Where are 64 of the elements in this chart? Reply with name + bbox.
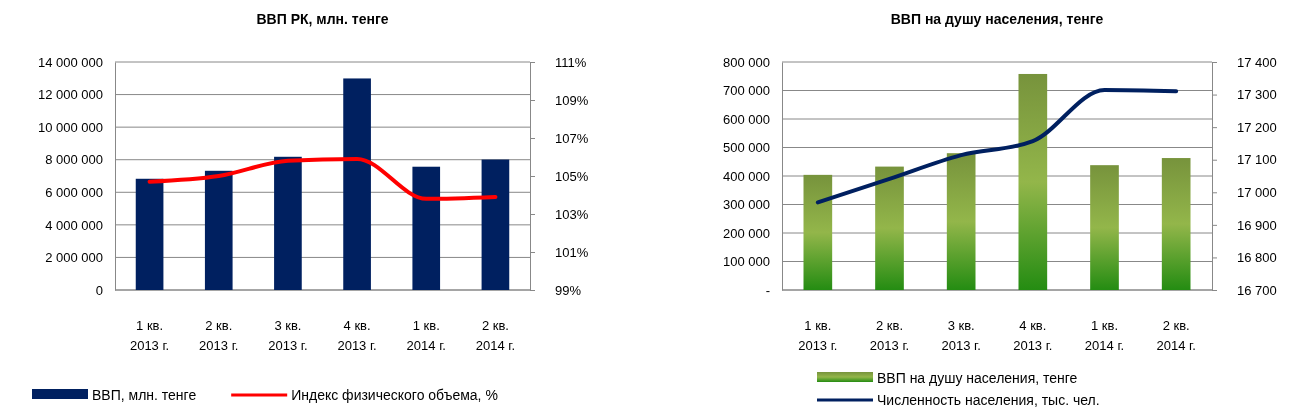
y2-tick-label: 16 900 xyxy=(1237,217,1277,233)
y-tick-label: 12 000 000 xyxy=(37,87,103,103)
y-tick-label: 300 000 xyxy=(723,197,770,213)
y2-tick-label: 107% xyxy=(555,130,589,146)
bar xyxy=(343,78,371,290)
y2-tick-label: 17 400 xyxy=(1237,54,1277,70)
x-tick-label: 2 кв. 2013 г. xyxy=(869,318,910,353)
y2-tick-label: 17 300 xyxy=(1237,87,1277,103)
y2-tick-label: 99% xyxy=(555,282,582,298)
bar xyxy=(274,156,302,290)
y2-tick-label: 109% xyxy=(555,92,589,108)
line-series xyxy=(815,88,1179,205)
x-tick-label: 1 кв. 2014 г. xyxy=(1084,318,1125,353)
y-tick-label: 800 000 xyxy=(723,54,770,70)
y2-tick-label: 17 100 xyxy=(1237,152,1277,168)
bar xyxy=(875,166,904,290)
y-tick-label: 14 000 000 xyxy=(37,54,103,70)
bar xyxy=(481,159,510,290)
bar xyxy=(204,170,233,290)
bar xyxy=(946,153,976,290)
y-tick-label: 2 000 000 xyxy=(45,250,103,266)
y2-tick-label: 17 000 xyxy=(1237,184,1277,200)
legend-label: ВВП, млн. тенге xyxy=(92,387,197,403)
x-tick-label: 3 кв. 2013 г. xyxy=(941,318,981,353)
legend-label: Численность населения, тыс. чел. xyxy=(877,392,1100,408)
x-tick-label: 2 кв. 2013 г. xyxy=(199,318,239,353)
chart-title: ВВП РК, млн. тенге xyxy=(256,11,389,27)
bar xyxy=(412,166,441,290)
line-series xyxy=(147,156,498,201)
y-tick-label: 8 000 000 xyxy=(45,152,103,168)
y2-tick-label: 101% xyxy=(555,244,589,260)
y2-tick-label: 17 200 xyxy=(1237,119,1277,135)
y2-tick-label: 105% xyxy=(555,168,589,184)
y-tick-label: 6 000 000 xyxy=(45,184,103,200)
y-tick-label: 200 000 xyxy=(723,225,770,241)
x-tick-label: 3 кв. 2013 г. xyxy=(268,318,308,353)
y2-tick-label: 16 700 xyxy=(1237,282,1277,298)
y2-tick-label: 111% xyxy=(555,54,587,70)
y2-tick-label: 16 800 xyxy=(1237,250,1277,266)
x-tick-label: 4 кв. 2013 г. xyxy=(1013,318,1053,353)
y-tick-label: 700 000 xyxy=(723,83,770,99)
bar xyxy=(1161,158,1191,290)
bar xyxy=(135,178,164,290)
bar xyxy=(1090,165,1119,290)
y-tick-label: 10 000 000 xyxy=(37,119,103,135)
bar xyxy=(1018,73,1048,290)
bar xyxy=(803,174,833,290)
y2-tick-label: 103% xyxy=(555,206,589,222)
x-tick-label: 1 кв. 2014 г. xyxy=(406,318,446,353)
legend-label: Индекс физического объема, % xyxy=(291,387,498,403)
x-tick-label: 1 кв. 2013 г. xyxy=(798,318,838,353)
x-tick-label: 2 кв. 2014 г. xyxy=(475,318,516,353)
chart-title: ВВП на душу населения, тенге xyxy=(890,11,1104,27)
x-tick-label: 1 кв. 2013 г. xyxy=(129,318,170,353)
y-tick-label: - xyxy=(765,282,770,298)
y-tick-label: 400 000 xyxy=(723,168,770,184)
legend-label: ВВП на душу населения, тенге xyxy=(877,370,1078,386)
y-tick-label: 4 000 000 xyxy=(45,217,103,233)
y-tick-label: 0 xyxy=(95,282,103,298)
y-tick-label: 100 000 xyxy=(723,254,770,270)
x-tick-label: 2 кв. 2014 г. xyxy=(1156,318,1196,353)
x-tick-label: 4 кв. 2013 г. xyxy=(337,318,377,353)
y-tick-label: 500 000 xyxy=(723,140,770,156)
y-tick-label: 600 000 xyxy=(723,111,770,127)
